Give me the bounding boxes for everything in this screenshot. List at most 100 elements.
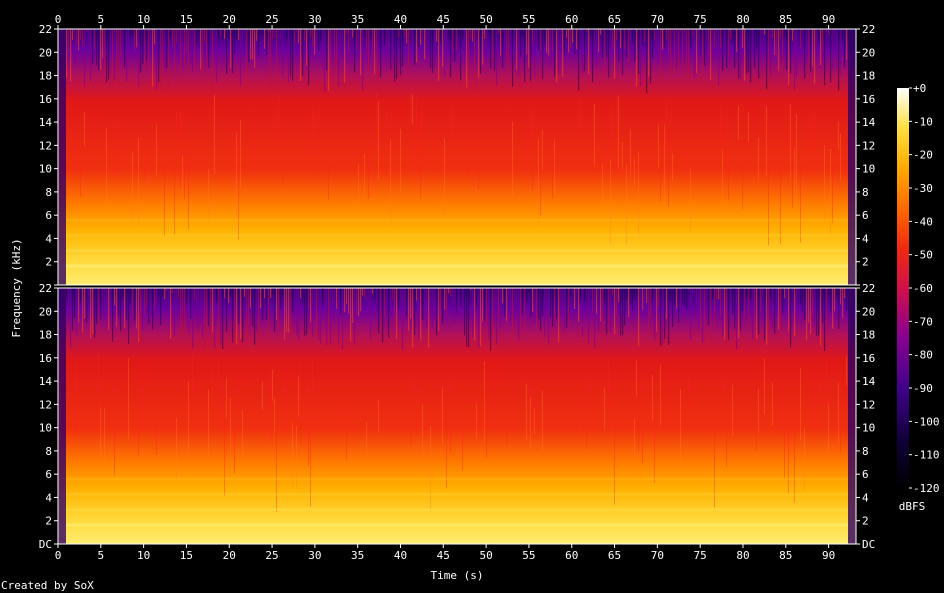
spectrogram-texture (58, 288, 856, 544)
spectrogram-panel-1 (58, 29, 856, 285)
colorbar: +0 -10 -20 -30 -40 -50 -60 -70 -80 -90 -100 -110 -12… (897, 82, 940, 495)
y-tick-label: 8 (862, 186, 869, 199)
y-tick-label: 18 (862, 70, 875, 83)
y-tick-label: 12 (39, 398, 52, 411)
x-tick-label: 60 (565, 549, 578, 562)
x-tick-label: 25 (265, 549, 278, 562)
x-tick-label: 5 (97, 13, 104, 26)
colorbar-tick-label: -10 (913, 115, 933, 128)
y-tick-label: 16 (862, 93, 875, 106)
y-tick-label: 16 (39, 352, 52, 365)
spectrogram-texture (58, 29, 856, 285)
x-tick-label: 35 (351, 13, 364, 26)
y-tick-label: 2 (862, 515, 869, 528)
colorbar-tick-label: -40 (913, 215, 933, 228)
y-tick-label: 20 (862, 46, 875, 59)
y-tick-label: 10 (39, 422, 52, 435)
x-tick-label: 15 (180, 549, 193, 562)
y-tick-label: 18 (39, 70, 52, 83)
x-tick-label: 35 (351, 549, 364, 562)
credit-text: Created by SoX (1, 579, 94, 592)
y-tick-label: 4 (45, 232, 52, 245)
x-tick-label: 80 (736, 13, 749, 26)
colorbar-tick-label: -20 (913, 149, 933, 162)
x-tick-label: 30 (308, 549, 321, 562)
x-tick-label: 80 (736, 549, 749, 562)
x-tick-label: 40 (394, 13, 407, 26)
y-tick-label: DC (39, 538, 52, 551)
colorbar-label: dBFS (899, 500, 926, 513)
x-tick-label: 15 (180, 13, 193, 26)
y-tick-label: 6 (862, 468, 869, 481)
colorbar-tick-label: -110 (913, 449, 940, 462)
y-tick-label: 14 (862, 116, 876, 129)
y-tick-label: 2 (45, 256, 52, 269)
x-tick-label: 20 (223, 549, 236, 562)
x-tick-label: 10 (137, 549, 150, 562)
y-tick-label: 14 (39, 116, 53, 129)
x-tick-label: 65 (608, 13, 621, 26)
x-tick-label: 45 (437, 13, 450, 26)
y-tick-label: 16 (862, 352, 875, 365)
x-tick-label: 75 (694, 549, 707, 562)
spectrogram-panel-2 (58, 288, 856, 544)
x-tick-label: 5 (97, 549, 104, 562)
x-tick-label: 85 (779, 549, 792, 562)
y-tick-label: 6 (45, 468, 52, 481)
y-tick-label: 22 (862, 23, 875, 36)
y-tick-label: 12 (862, 139, 875, 152)
y-tick-label: 22 (39, 282, 52, 295)
y-tick-label: 20 (39, 46, 52, 59)
y-axis-label: Frequency (kHz) (10, 238, 23, 337)
y-tick-label: 8 (45, 186, 52, 199)
x-tick-label: 70 (651, 13, 664, 26)
y-tick-label: 10 (862, 422, 875, 435)
y-tick-label: 12 (862, 398, 875, 411)
x-tick-label: 45 (437, 549, 450, 562)
y-tick-label: 10 (39, 163, 52, 176)
x-axis-label: Time (s) (431, 569, 484, 582)
x-tick-label: 30 (308, 13, 321, 26)
y-tick-label: 22 (39, 23, 52, 36)
colorbar-tick-label: -60 (913, 282, 933, 295)
y-tick-label: 14 (862, 375, 876, 388)
x-tick-label: 75 (694, 13, 707, 26)
x-tick-label: 50 (479, 13, 492, 26)
y-tick-label: 20 (862, 305, 875, 318)
y-tick-label: 18 (862, 329, 875, 342)
x-tick-label: 55 (522, 13, 535, 26)
colorbar-tick-label: -30 (913, 182, 933, 195)
y-tick-label: 18 (39, 329, 52, 342)
y-tick-label: 4 (862, 491, 869, 504)
y-tick-label: 4 (45, 491, 52, 504)
x-tick-label: 10 (137, 13, 150, 26)
y-tick-label: 16 (39, 93, 52, 106)
spectrogram-fill (58, 29, 856, 285)
x-tick-label: 50 (479, 549, 492, 562)
x-tick-label: 90 (822, 549, 835, 562)
x-tick-label: 20 (223, 13, 236, 26)
y-tick-label: 12 (39, 139, 52, 152)
x-tick-label: 0 (55, 13, 62, 26)
x-tick-label: 70 (651, 549, 664, 562)
colorbar-tick-label: +0 (913, 82, 926, 95)
x-tick-label: 40 (394, 549, 407, 562)
y-tick-label: 6 (862, 209, 869, 222)
y-tick-label: 2 (45, 515, 52, 528)
x-tick-label: 55 (522, 549, 535, 562)
colorbar-gradient (897, 88, 909, 488)
colorbar-tick-label: -80 (913, 349, 933, 362)
x-tick-label: 65 (608, 549, 621, 562)
y-tick-label: 20 (39, 305, 52, 318)
y-tick-label: DC (862, 538, 875, 551)
x-tick-label: 85 (779, 13, 792, 26)
y-tick-label: 6 (45, 209, 52, 222)
colorbar-tick-label: -50 (913, 249, 933, 262)
colorbar-tick-label: -100 (913, 415, 940, 428)
y-tick-label: 4 (862, 232, 869, 245)
y-tick-label: 14 (39, 375, 53, 388)
x-tick-label: 25 (265, 13, 278, 26)
colorbar-tick-label: -90 (913, 382, 933, 395)
x-tick-label: 90 (822, 13, 835, 26)
